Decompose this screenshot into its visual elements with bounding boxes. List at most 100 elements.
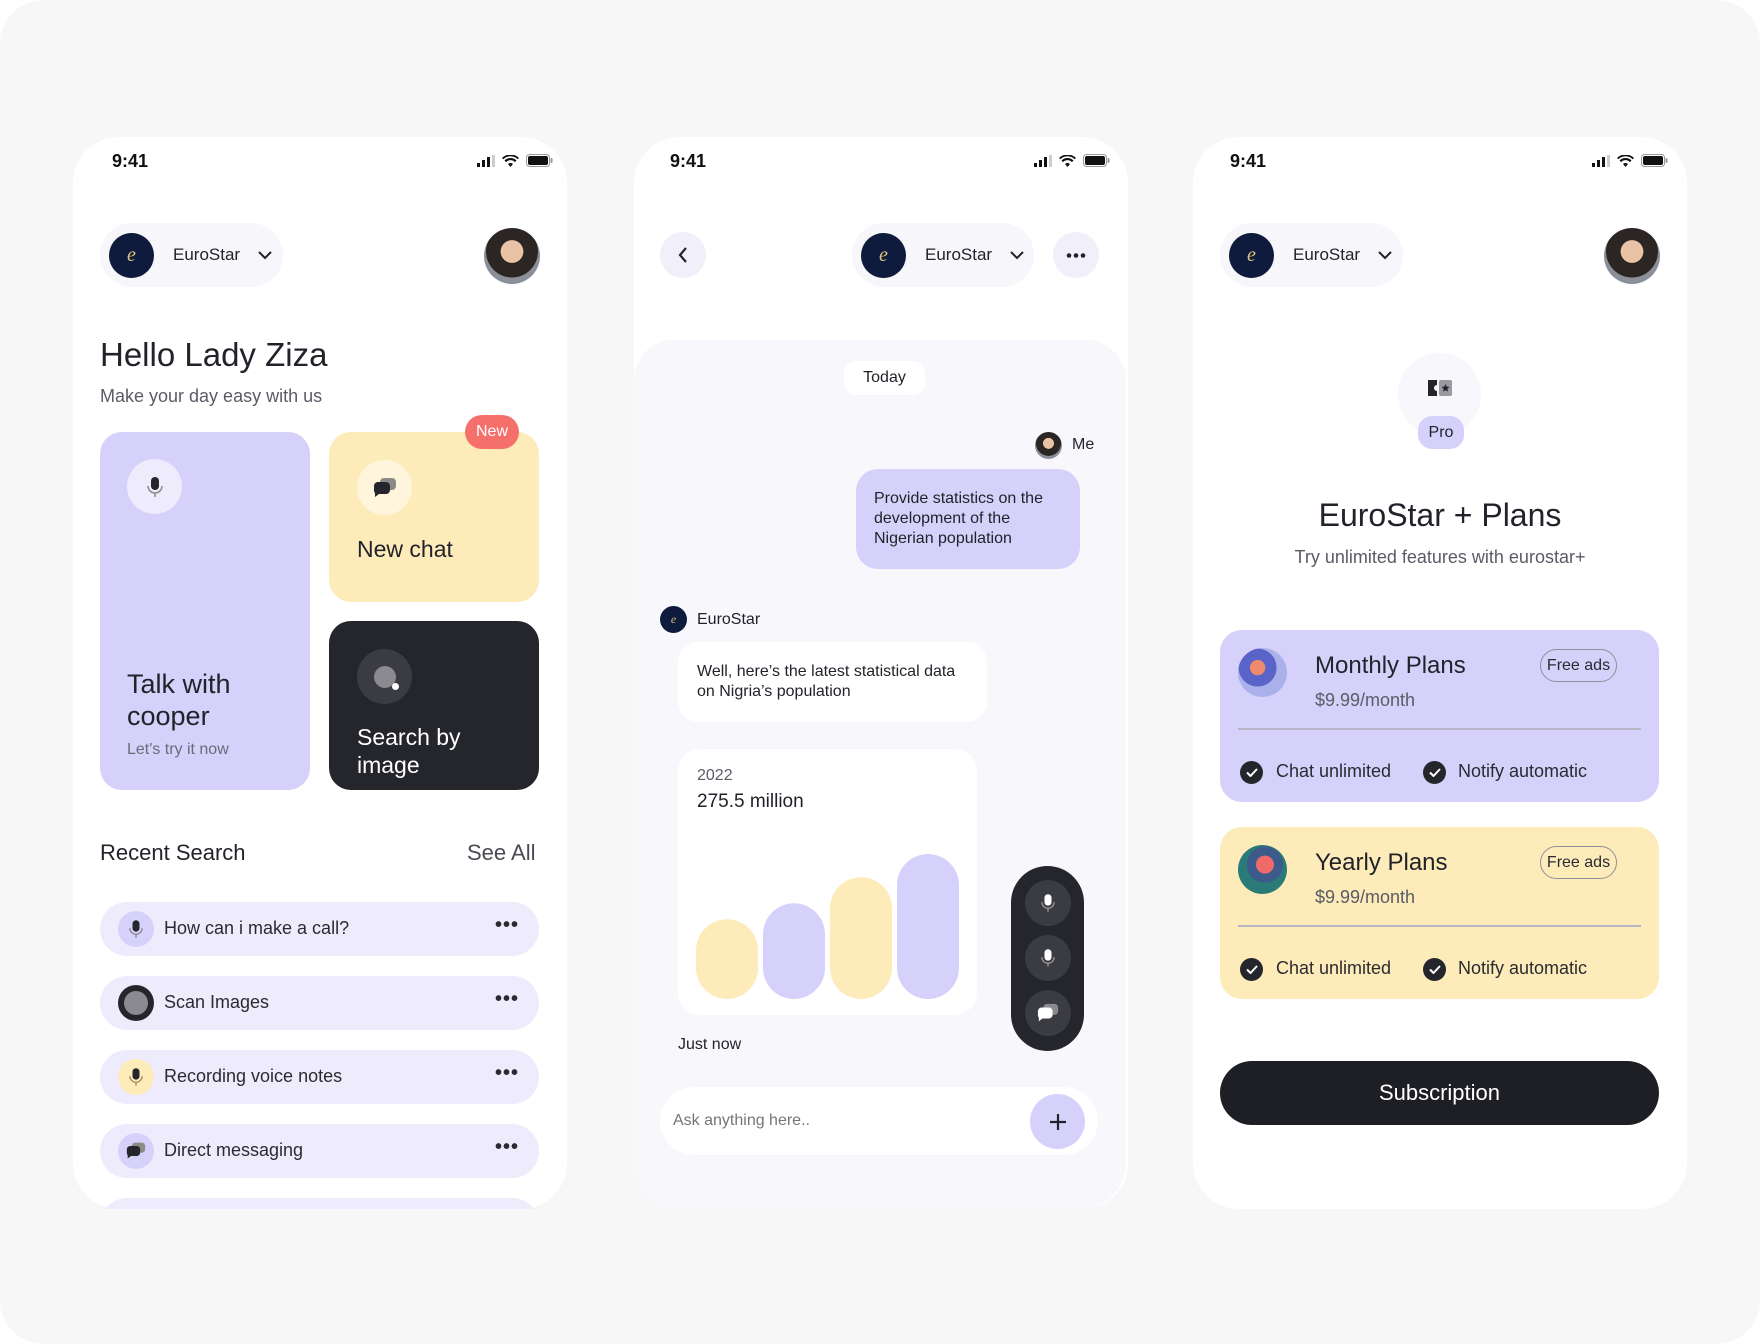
wifi-icon (1059, 154, 1076, 167)
bot-message-bubble: Well, here’s the latest statistical data… (678, 642, 987, 722)
status-icons (477, 154, 553, 167)
signal-icon (1034, 154, 1052, 167)
pro-badge: Pro (1418, 416, 1464, 449)
date-divider: Today (844, 361, 925, 395)
chat-bubbles-icon[interactable] (1025, 990, 1071, 1036)
chart-bar (763, 903, 825, 999)
status-icons (1592, 154, 1668, 167)
new-chat-title: New chat (357, 536, 453, 562)
status-icons (1034, 154, 1110, 167)
plan-name: Monthly Plans (1315, 652, 1466, 679)
brand-switcher[interactable]: e EuroStar (1220, 223, 1403, 287)
wifi-icon (502, 154, 519, 167)
search-card-title: Search by image (357, 724, 461, 778)
quick-tools-bar (1011, 866, 1084, 1051)
message-input-bar (660, 1087, 1098, 1155)
mic-icon (127, 459, 182, 514)
user-avatar[interactable] (484, 228, 540, 284)
check-circle-icon (1240, 761, 1263, 784)
mic-icon[interactable] (1025, 935, 1071, 981)
me-avatar (1035, 432, 1062, 459)
more-options-icon[interactable]: ••• (494, 914, 519, 936)
new-badge: New (465, 415, 519, 449)
recent-item[interactable]: Recording voice notes ••• (100, 1050, 539, 1104)
signal-icon (1592, 154, 1610, 167)
yearly-plan-card[interactable]: Yearly Plans $9.99/month Free ads Chat u… (1220, 827, 1659, 999)
population-bar-chart (696, 854, 959, 999)
signal-icon (477, 154, 495, 167)
talk-card-title: Talk with cooper (127, 669, 231, 731)
eurostar-logo: e (861, 232, 906, 278)
check-circle-icon (1423, 958, 1446, 981)
recent-item[interactable]: How can i make a call? ••• (100, 902, 539, 956)
chat-bubbles-icon (357, 460, 412, 515)
add-button[interactable] (1030, 1094, 1085, 1149)
plan-feature: Chat unlimited (1276, 761, 1392, 781)
new-chat-card[interactable]: New chat (329, 432, 539, 602)
chat-bubbles-icon (118, 1133, 154, 1169)
battery-icon (1641, 154, 1668, 167)
eurostar-logo: e (660, 606, 687, 633)
mic-icon[interactable] (1025, 880, 1071, 926)
recent-item-label: Recording voice notes (164, 1066, 343, 1086)
back-button[interactable] (660, 232, 706, 278)
more-options-button[interactable] (1053, 232, 1099, 278)
plan-name: Yearly Plans (1315, 849, 1448, 876)
recent-item[interactable]: Scan Images ••• (100, 976, 539, 1030)
stat-year: 2022 (697, 767, 733, 784)
plan-artwork-icon (1238, 845, 1287, 894)
chevron-left-icon (678, 247, 687, 263)
me-label: Me (1072, 436, 1095, 453)
recent-item-clipped (73, 1198, 567, 1209)
battery-icon (526, 154, 553, 167)
chart-bar (696, 919, 758, 999)
user-avatar[interactable] (1604, 228, 1660, 284)
subscription-button[interactable]: Subscription (1220, 1061, 1659, 1125)
brand-name: EuroStar (925, 245, 993, 264)
chevron-down-icon (258, 250, 272, 259)
status-time: 9:41 (112, 151, 149, 171)
see-all-link[interactable]: See All (467, 840, 536, 865)
recent-item-label: Scan Images (164, 992, 270, 1012)
status-time: 9:41 (1230, 151, 1267, 171)
plan-tag: Free ads (1540, 846, 1617, 879)
recent-search-heading: Recent Search (100, 840, 246, 865)
talk-with-cooper-card[interactable]: Talk with cooper Let's try it now (100, 432, 310, 790)
plan-feature: Notify automatic (1458, 761, 1588, 781)
recent-item-label: Direct messaging (164, 1140, 304, 1160)
more-options-icon[interactable]: ••• (494, 988, 519, 1010)
brand-name: EuroStar (1293, 245, 1361, 264)
bot-name: EuroStar (697, 611, 761, 628)
greeting-subtitle: Make your day easy with us (100, 386, 323, 406)
brand-switcher[interactable]: e EuroStar (852, 223, 1034, 287)
message-input[interactable] (673, 1105, 1013, 1137)
plan-feature: Chat unlimited (1276, 958, 1392, 978)
user-message-bubble: Provide statistics on the development of… (856, 469, 1080, 569)
greeting-title: Hello Lady Ziza (100, 336, 328, 373)
eurostar-logo: e (109, 232, 154, 278)
image-scan-icon (118, 985, 154, 1021)
plus-icon (1049, 1113, 1066, 1130)
plan-price: $9.99/month (1315, 887, 1416, 907)
chart-bar (830, 877, 892, 999)
plans-subtitle: Try unlimited features with eurostar+ (1294, 547, 1586, 567)
brand-name: EuroStar (173, 245, 241, 264)
battery-icon (1083, 154, 1110, 167)
status-time: 9:41 (670, 151, 707, 171)
plan-tag: Free ads (1540, 649, 1617, 682)
monthly-plan-card[interactable]: Monthly Plans $9.99/month Free ads Chat … (1220, 630, 1659, 802)
plan-artwork-icon (1238, 648, 1287, 697)
more-options-icon[interactable]: ••• (494, 1062, 519, 1084)
divider (1238, 925, 1641, 927)
plan-feature: Notify automatic (1458, 958, 1588, 978)
plan-price: $9.99/month (1315, 690, 1416, 710)
image-scan-icon (357, 649, 412, 704)
message-timestamp: Just now (678, 1036, 742, 1053)
mic-icon (118, 911, 154, 947)
divider (1238, 728, 1641, 730)
more-options-icon[interactable]: ••• (494, 1136, 519, 1158)
eurostar-logo: e (1229, 232, 1274, 278)
brand-switcher[interactable]: e EuroStar (100, 223, 283, 287)
search-by-image-card[interactable]: Search by image (329, 621, 539, 790)
recent-item[interactable]: Direct messaging ••• (100, 1124, 539, 1178)
